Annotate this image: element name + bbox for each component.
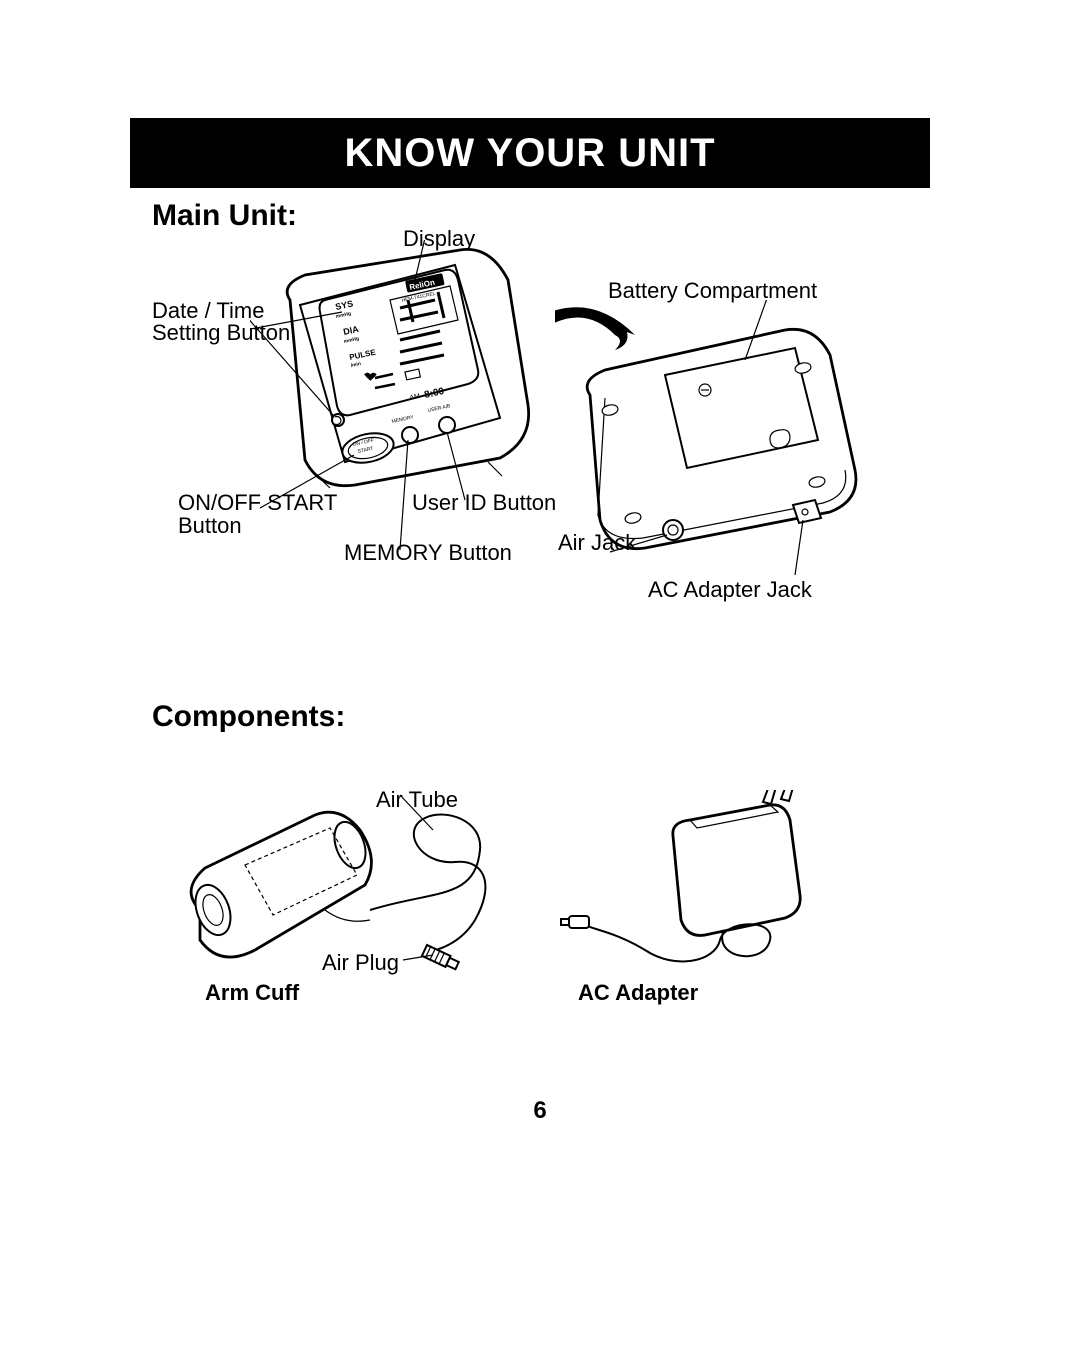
label-display: Display [403, 226, 475, 251]
section-heading-main-unit: Main Unit: [152, 199, 297, 233]
label-battery-compartment: Battery Compartment [608, 278, 817, 303]
caption-arm-cuff: Arm Cuff [205, 980, 299, 1006]
page: KNOW YOUR UNIT Main Unit: SYS mmHg DIA m… [0, 0, 1080, 1352]
label-ac-adapter-jack: AC Adapter Jack [648, 577, 812, 602]
page-number: 6 [0, 1097, 1080, 1125]
label-onoff-2: Button [178, 513, 242, 538]
caption-ac-adapter: AC Adapter [578, 980, 698, 1006]
section-heading-components: Components: [152, 700, 345, 734]
label-onoff-1: ON/OFF START [178, 490, 337, 515]
ac-adapter-drawing [555, 790, 845, 980]
label-date-time-2: Setting Button [152, 320, 290, 345]
label-air-tube: Air Tube [376, 787, 458, 812]
label-user-id: User ID Button [412, 490, 556, 515]
label-memory: MEMORY Button [344, 540, 512, 565]
title-bar: KNOW YOUR UNIT [130, 118, 930, 188]
label-air-jack: Air Jack [558, 530, 636, 555]
page-title: KNOW YOUR UNIT [344, 131, 715, 176]
label-air-plug: Air Plug [322, 950, 399, 975]
